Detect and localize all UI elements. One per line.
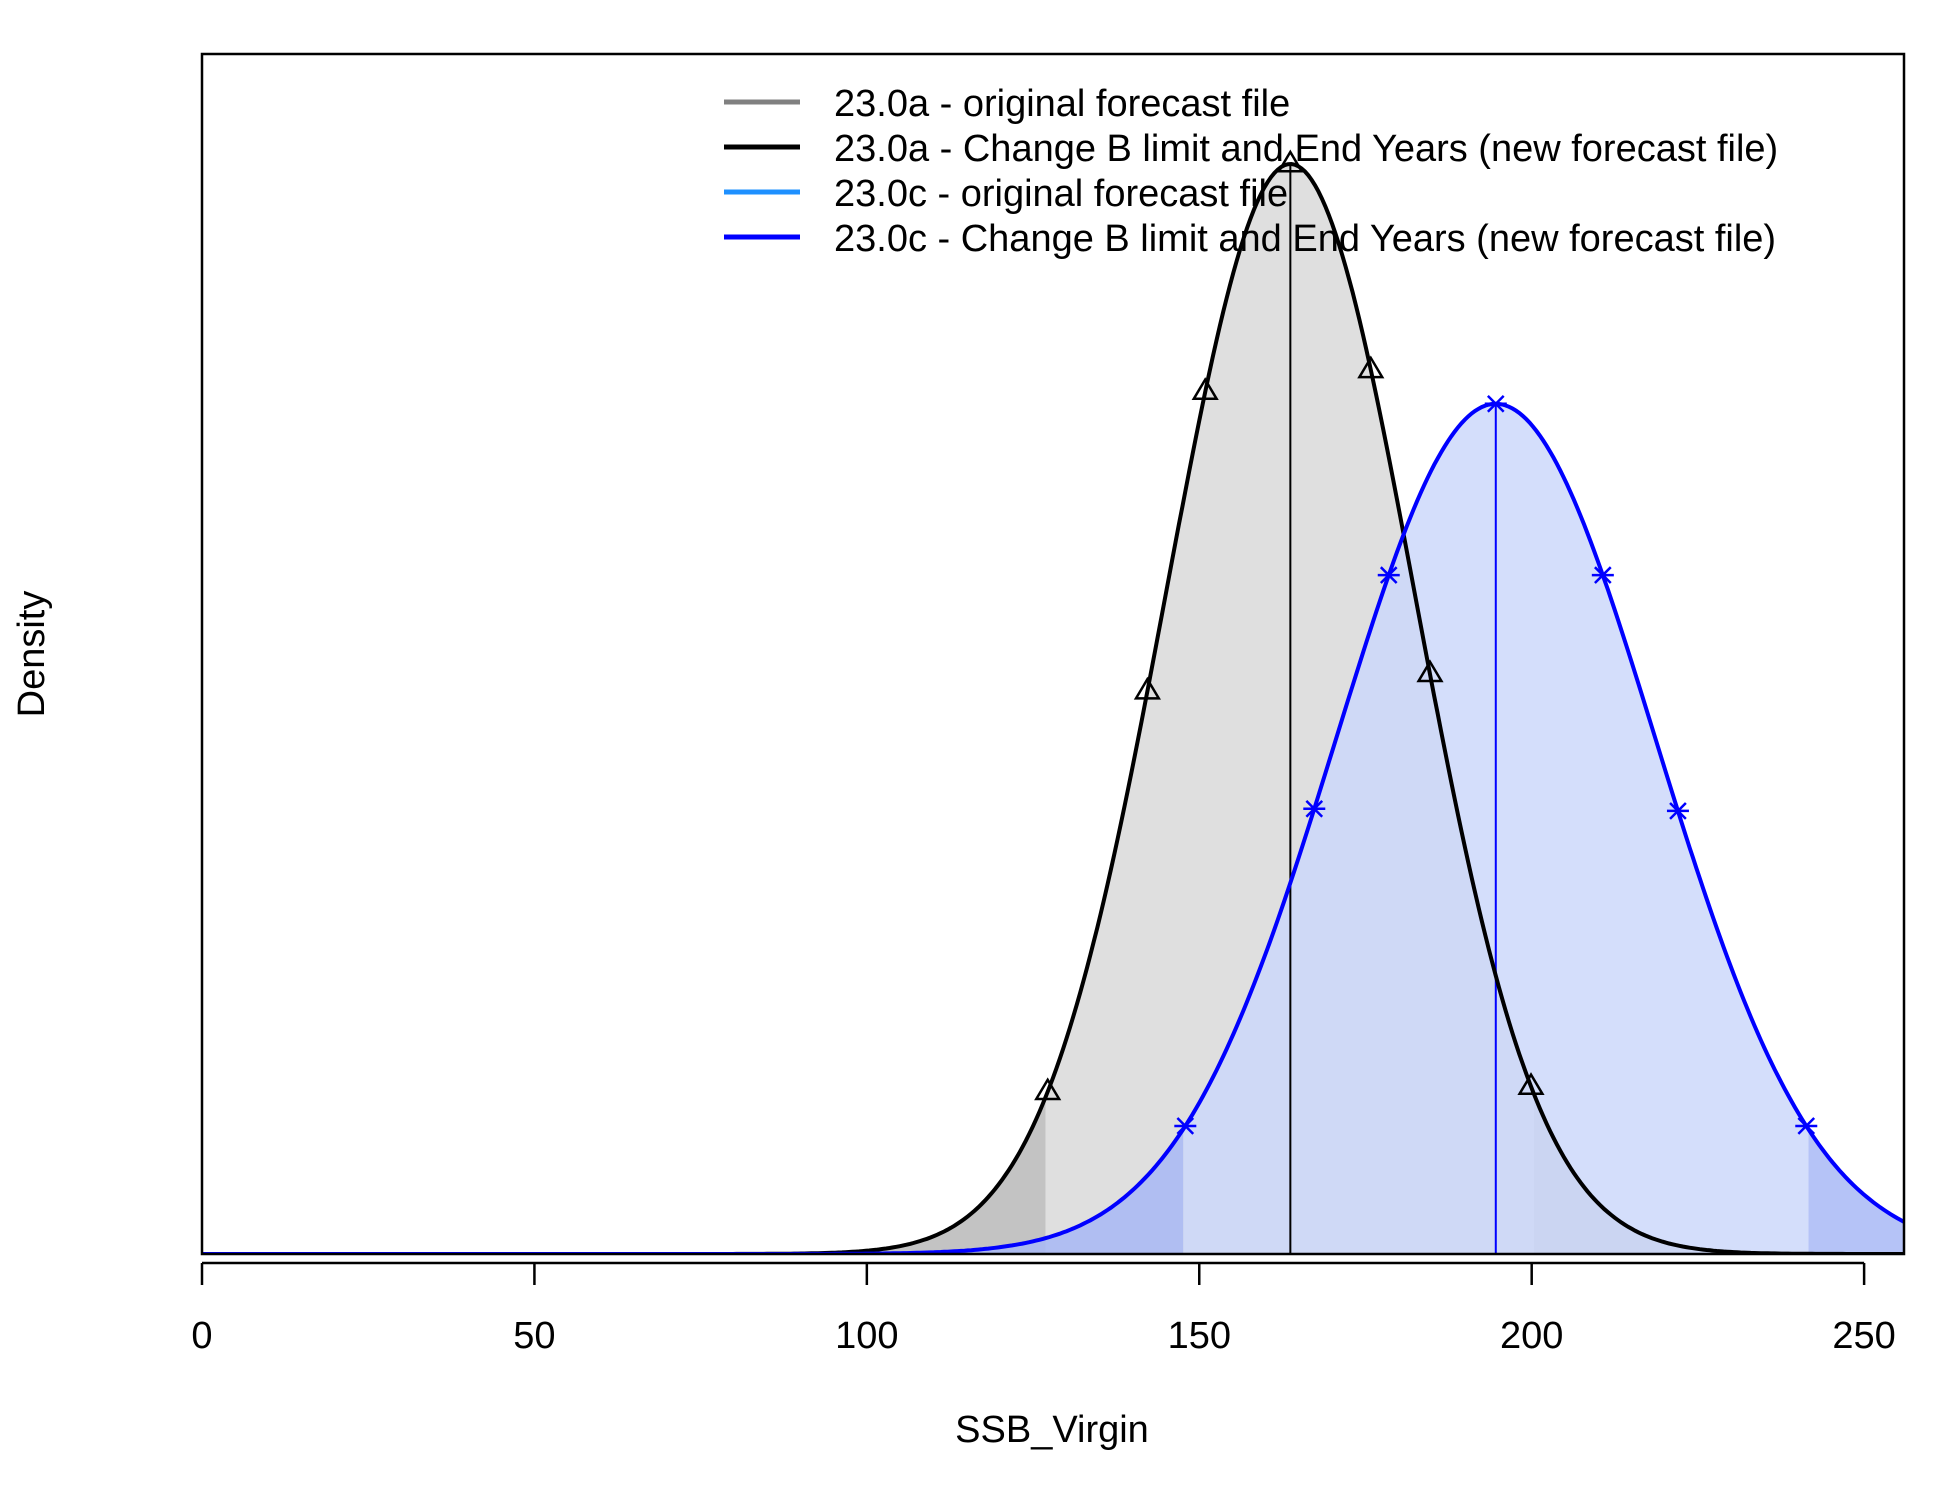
x-tick-label: 150 bbox=[1168, 1315, 1231, 1357]
series-c-marker-5 bbox=[1591, 566, 1614, 584]
series-c-marker-4 bbox=[1484, 394, 1507, 413]
legend-label-2: 23.0a - Change B limit and End Years (ne… bbox=[834, 128, 1778, 170]
plot-layer bbox=[202, 149, 1904, 1254]
x-tick-label: 100 bbox=[835, 1315, 898, 1357]
series-a-marker-1 bbox=[1034, 1077, 1062, 1101]
series-c-marker-7 bbox=[1795, 1117, 1818, 1135]
series-c-left-tail-fill bbox=[202, 1129, 1184, 1254]
series-a-density-line bbox=[202, 161, 1904, 1254]
series-a-marker-6 bbox=[1416, 659, 1444, 683]
series-a-marker-2 bbox=[1133, 676, 1161, 700]
x-axis-title: SSB_Virgin bbox=[955, 1409, 1149, 1451]
x-tick-label: 0 bbox=[191, 1315, 212, 1357]
series-a-marker-3 bbox=[1191, 377, 1219, 401]
legend-label-3: 23.0c - original forecast file bbox=[834, 173, 1288, 215]
series-c-marker-6 bbox=[1666, 802, 1689, 820]
series-c-marker-1 bbox=[1174, 1117, 1197, 1135]
series-c-marker-2 bbox=[1303, 799, 1326, 818]
legend-label-4: 23.0c - Change B limit and End Years (ne… bbox=[834, 218, 1776, 260]
x-tick-label: 200 bbox=[1500, 1315, 1563, 1357]
series-a-marker-5 bbox=[1357, 355, 1385, 379]
y-axis-title: Density bbox=[11, 591, 53, 718]
x-tick-label: 250 bbox=[1832, 1315, 1895, 1357]
plot-area bbox=[202, 161, 1904, 1254]
series-a-marker-4 bbox=[1276, 149, 1304, 173]
series-c-marker-3 bbox=[1377, 566, 1400, 584]
plot-frame bbox=[200, 52, 1906, 1256]
series-c-right-tail-fill bbox=[1808, 1129, 1904, 1254]
x-axis: 0 50 100 150 200 250 bbox=[191, 1261, 1896, 1357]
series-a-left-tail-fill bbox=[202, 1096, 1046, 1254]
series-a-marker-7 bbox=[1517, 1072, 1545, 1096]
x-tick-label: 50 bbox=[513, 1315, 555, 1357]
legend-label-1: 23.0a - original forecast file bbox=[834, 83, 1290, 125]
series-c-density-line bbox=[202, 401, 1904, 1254]
